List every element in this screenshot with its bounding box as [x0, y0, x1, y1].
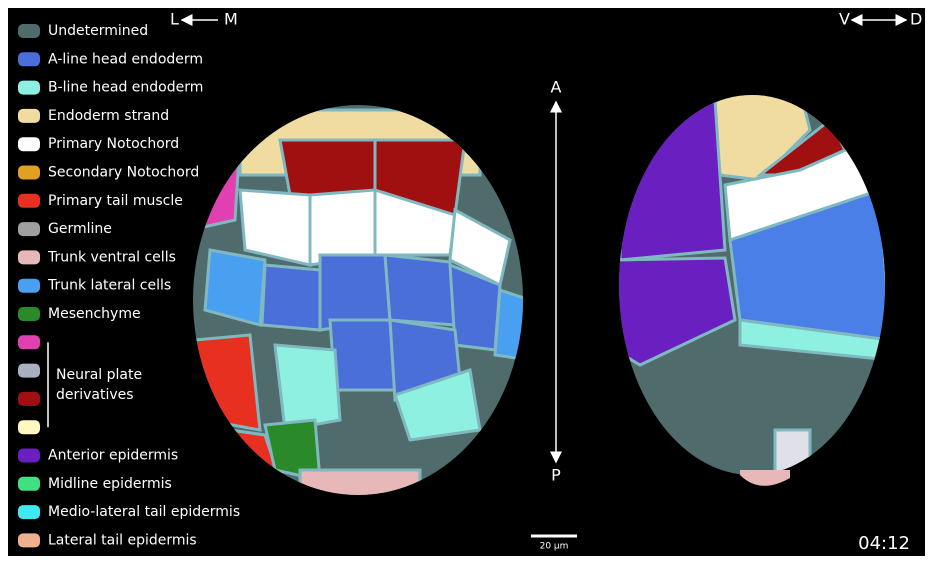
legend-swatch [18, 391, 40, 406]
legend-label: Primary tail muscle [48, 193, 183, 209]
legend-label: Undetermined [48, 23, 148, 39]
legend-swatch [18, 278, 40, 293]
legend-label: Germline [48, 221, 112, 237]
axis-label: V [839, 10, 850, 29]
legend-swatch [18, 165, 40, 180]
legend: Undetermined A-line head endoderm B-line h… [18, 23, 240, 548]
axis-label: A [551, 78, 562, 97]
legend-swatch [18, 335, 40, 350]
legend-swatch [18, 533, 40, 548]
legend-swatch [18, 505, 40, 520]
legend-label: Endoderm strand [48, 108, 169, 124]
timestamp: 04:12 [858, 533, 910, 554]
axis-label: M [224, 10, 238, 29]
legend-swatch [18, 420, 40, 435]
legend-label: Secondary Notochord [48, 165, 199, 181]
legend-swatch [18, 250, 40, 265]
legend-label: Neural plate [56, 367, 142, 383]
scale-label: 20 µm [540, 542, 569, 552]
embryo-right [619, 95, 885, 475]
axis-label: D [910, 10, 922, 29]
legend-label: Trunk lateral cells [47, 278, 171, 294]
legend-label: Mesenchyme [48, 306, 141, 322]
legend-label: Trunk ventral cells [47, 249, 176, 265]
legend-label: Midline epidermis [48, 476, 172, 492]
legend-label: Lateral tail epidermis [48, 532, 197, 548]
germline-cells [740, 470, 790, 486]
legend-swatch [18, 80, 40, 95]
legend-swatch [18, 222, 40, 237]
legend-label: Primary Notochord [48, 136, 179, 152]
legend-swatch [18, 137, 40, 152]
legend-swatch [18, 363, 40, 378]
legend-swatch [18, 448, 40, 463]
legend-swatch [18, 24, 40, 38]
legend-label: derivatives [56, 387, 134, 403]
legend-swatch [18, 52, 40, 67]
legend-swatch [18, 108, 40, 123]
legend-swatch [18, 193, 40, 208]
legend-label: B-line head endoderm [48, 80, 203, 96]
axis-label: L [170, 10, 179, 29]
legend-label: Anterior epidermis [48, 448, 178, 464]
legend-swatch [18, 476, 40, 491]
axis-label: P [551, 466, 561, 485]
legend-label: Medio-lateral tail epidermis [48, 504, 240, 520]
legend-label: A-line head endoderm [48, 51, 203, 67]
legend-swatch [18, 307, 40, 321]
